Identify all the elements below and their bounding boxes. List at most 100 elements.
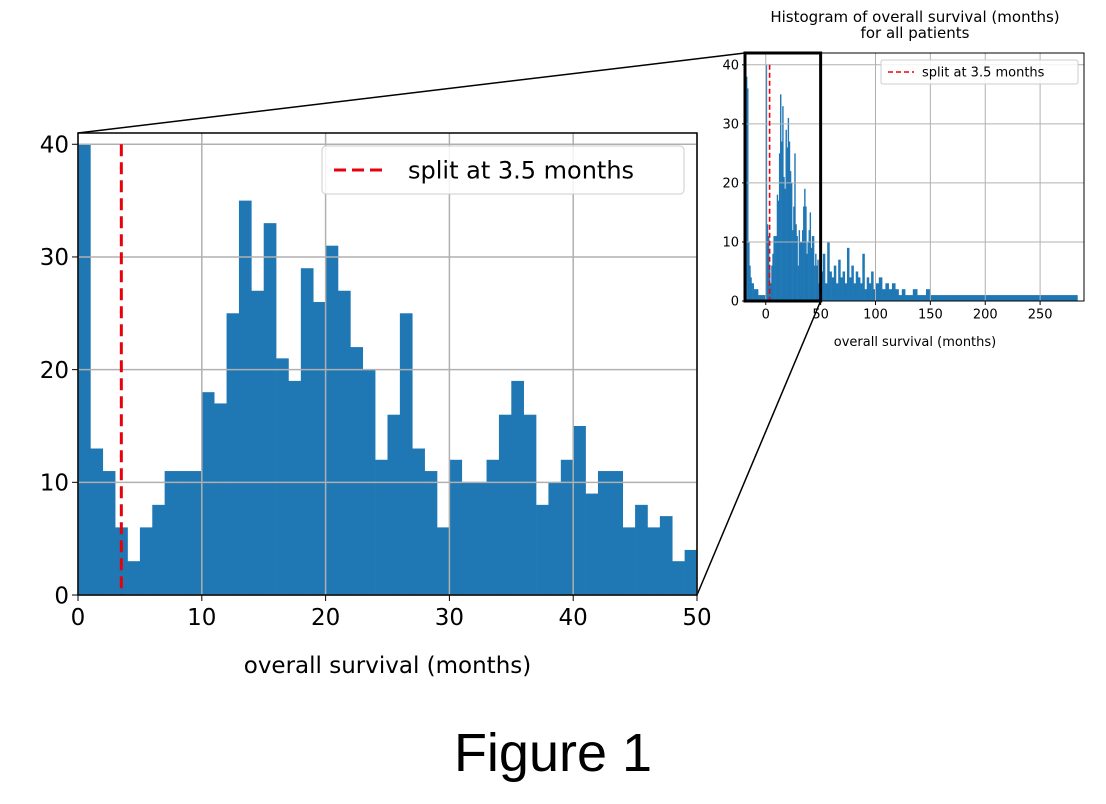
histogram-bar	[747, 88, 749, 301]
histogram-bar	[749, 265, 751, 301]
x-tick-label: 50	[812, 308, 829, 323]
histogram-bar	[90, 448, 104, 595]
histogram-bar	[751, 283, 753, 301]
histogram-bar	[437, 527, 450, 595]
histogram-bar	[1009, 295, 1024, 301]
histogram-bar	[773, 236, 775, 301]
y-tick-label: 20	[40, 358, 69, 384]
histogram-bar	[946, 295, 953, 301]
y-tick-label: 10	[722, 236, 739, 251]
histogram-bar	[263, 223, 277, 595]
histogram-bar	[873, 289, 876, 301]
histogram-bar	[795, 224, 797, 301]
histogram-bar	[851, 265, 854, 301]
histogram-bar	[767, 236, 770, 301]
histogram-bar	[511, 380, 524, 595]
chart-title: Histogram of overall survival (months)	[770, 8, 1059, 26]
histogram-bar	[774, 236, 776, 301]
histogram-bar	[998, 295, 1010, 301]
histogram-bar	[758, 295, 760, 301]
histogram-bar	[189, 471, 203, 595]
histogram-bar	[840, 277, 843, 301]
histogram-bar	[201, 392, 215, 595]
x-tick-label: 100	[863, 308, 888, 323]
histogram-bar	[871, 271, 874, 301]
histogram-bar	[952, 295, 960, 301]
histogram-bar	[855, 271, 859, 301]
histogram-bar	[251, 290, 264, 595]
y-tick-label: 40	[722, 58, 739, 73]
x-tick-label: 0	[71, 605, 86, 631]
histogram-bar	[766, 224, 769, 301]
legend-box	[321, 145, 685, 195]
histogram-bar	[760, 295, 762, 301]
histogram-bar	[325, 245, 339, 595]
histogram-bar	[831, 277, 835, 301]
histogram-bar	[412, 448, 425, 595]
histogram-bar	[752, 283, 754, 301]
x-tick-label: 50	[682, 605, 711, 631]
histogram-bar	[548, 482, 562, 595]
histogram-bar	[1053, 295, 1068, 301]
histogram-bar	[912, 289, 918, 301]
histogram-bar	[807, 241, 809, 301]
histogram-bar	[152, 504, 165, 595]
histogram-bar	[786, 147, 789, 301]
histogram-bar	[635, 504, 648, 595]
histogram-bars	[78, 144, 697, 595]
histogram-bar	[350, 347, 364, 595]
zoom-connector-lines	[77, 52, 822, 596]
histogram-bar	[866, 277, 870, 301]
histogram-bar	[860, 283, 863, 301]
histogram-bar	[808, 230, 810, 301]
histogram-bar	[622, 527, 636, 595]
histogram-bar	[794, 153, 796, 301]
histogram-bar	[849, 277, 852, 301]
histogram-bar	[1067, 295, 1077, 301]
histogram-bar	[908, 295, 914, 301]
histogram-bar	[898, 295, 903, 301]
histogram-bar	[763, 295, 765, 301]
histogram-bar	[825, 283, 828, 301]
y-tick-label: 0	[54, 583, 69, 609]
histogram-bar	[822, 253, 826, 301]
histogram-bar	[659, 516, 673, 595]
histogram-bar	[461, 482, 475, 595]
histogram-bar	[139, 527, 153, 595]
histogram-bar	[789, 171, 792, 301]
histogram-bar	[1037, 295, 1054, 301]
histogram-bar	[775, 236, 778, 301]
histogram-bar	[770, 283, 772, 301]
histogram-bar	[780, 94, 782, 301]
histogram-bar	[782, 106, 784, 301]
histogram-bar	[523, 414, 537, 595]
histogram-bar	[226, 313, 240, 595]
histogram-bar	[486, 459, 500, 595]
histogram-bar	[610, 471, 624, 595]
histogram-bar	[974, 295, 984, 301]
x-tick-label: 250	[1028, 308, 1053, 323]
histogram-bar	[842, 271, 846, 301]
histogram-bar	[798, 230, 801, 301]
x-axis-label: overall survival (months)	[834, 335, 997, 350]
histogram-bar	[375, 459, 388, 595]
x-tick-label: 150	[918, 308, 943, 323]
histogram-bar	[127, 561, 141, 595]
histogram-bar	[474, 482, 487, 595]
histogram-bar	[827, 241, 830, 301]
zoom-connector-top	[77, 52, 746, 134]
x-tick-label: 10	[187, 605, 216, 631]
histogram-bar	[672, 561, 685, 595]
y-tick-label: 10	[40, 471, 69, 497]
histogram-bar	[895, 289, 899, 301]
histogram-bar	[684, 549, 697, 595]
histogram-bar	[805, 206, 807, 301]
histogram-bar	[573, 425, 586, 595]
y-tick-label: 0	[731, 295, 739, 310]
legend-label: split at 3.5 months	[922, 66, 1045, 81]
histogram-bar	[810, 247, 813, 301]
histogram-bar	[399, 313, 413, 595]
histogram-bar	[811, 236, 814, 301]
histogram-bar	[498, 414, 512, 595]
histogram-bar	[797, 265, 799, 301]
